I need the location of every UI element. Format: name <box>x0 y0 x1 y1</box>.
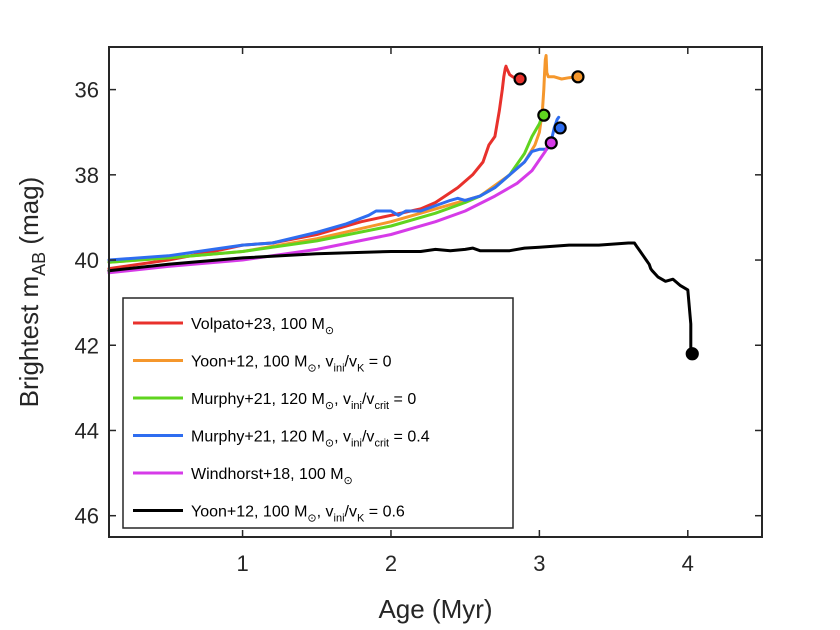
legend-label-sub: K <box>357 513 365 525</box>
series-layer <box>107 54 693 356</box>
y-axis-label-suffix: (mag) <box>14 177 44 252</box>
legend-label-part: Murphy+21, 120 M <box>191 391 325 408</box>
legend-label-sub: ⊙ <box>325 400 334 412</box>
legend-entry: Murphy+21, 120 M⊙, vini/vcrit = 0 <box>133 391 416 412</box>
legend-label-part: /v <box>362 391 374 408</box>
marker-layer <box>513 70 699 361</box>
y-tick-label: 46 <box>75 504 99 529</box>
legend-label-part: Yoon+12, 100 M <box>191 354 307 371</box>
legend-entry: Murphy+21, 120 M⊙, vini/vcrit = 0.4 <box>133 429 430 450</box>
series-line-6 <box>107 241 693 356</box>
legend-label-sub: crit <box>374 438 389 450</box>
legend-entry: Yoon+12, 100 M⊙, vini/vK = 0.6 <box>133 504 405 525</box>
legend-label-sub: ⊙ <box>307 363 316 375</box>
y-tick-label: 36 <box>75 78 99 103</box>
y-axis-label-main: Brightest m <box>14 276 44 408</box>
y-tick-label: 44 <box>75 418 99 443</box>
legend-label-sub: ⊙ <box>325 325 334 337</box>
y-tick-label: 42 <box>75 333 99 358</box>
legend-label-part: = 0 <box>389 391 416 408</box>
series-end-marker-3 <box>537 108 551 122</box>
legend-label: Volpato+23, 100 M⊙ <box>191 316 334 337</box>
legend-label-part: Windhorst+18, 100 M <box>191 466 344 483</box>
series-end-marker-6 <box>685 347 699 361</box>
legend-label-sub: ⊙ <box>325 438 334 450</box>
legend-label-sub: K <box>357 363 365 375</box>
legend-label-part: , v <box>334 391 351 408</box>
legend: Volpato+23, 100 M⊙Yoon+12, 100 M⊙, vini/… <box>122 297 514 529</box>
legend-label-part: Murphy+21, 120 M <box>191 429 325 446</box>
legend-label-part: , v <box>334 429 351 446</box>
legend-label-sub: ⊙ <box>307 513 316 525</box>
y-tick-label: 40 <box>75 248 99 273</box>
legend-label-sub: ini <box>351 438 362 450</box>
legend-label: Murphy+21, 120 M⊙, vini/vcrit = 0.4 <box>191 429 430 450</box>
x-tick-label: 2 <box>385 551 397 576</box>
series-end-marker-4 <box>553 121 567 135</box>
legend-entry: Yoon+12, 100 M⊙, vini/vK = 0 <box>133 354 392 375</box>
legend-label-sub: ini <box>351 400 362 412</box>
legend-label: Windhorst+18, 100 M⊙ <box>191 466 353 487</box>
plot-frame <box>108 46 763 538</box>
legend-label-part: = 0.4 <box>389 429 430 446</box>
x-tick-label: 1 <box>236 551 248 576</box>
x-tick-label: 3 <box>533 551 545 576</box>
legend-label: Murphy+21, 120 M⊙, vini/vcrit = 0 <box>191 391 416 412</box>
legend-label-part: , v <box>317 504 334 521</box>
legend-label-part: = 0 <box>364 354 391 371</box>
legend-label-sub: ⊙ <box>344 475 353 487</box>
series-end-marker-1 <box>513 72 527 86</box>
legend-label: Yoon+12, 100 M⊙, vini/vK = 0.6 <box>191 504 405 525</box>
series-line-4 <box>107 115 561 262</box>
legend-box <box>122 297 514 529</box>
legend-entry: Volpato+23, 100 M⊙ <box>133 316 334 337</box>
legend-label-sub: crit <box>374 400 389 412</box>
x-axis-label: Age (Myr) <box>378 594 492 624</box>
legend-label-sub: ini <box>334 363 345 375</box>
y-axis-label-sub: AB <box>29 252 49 276</box>
legend-label-part: = 0.6 <box>364 504 405 521</box>
legend-label: Yoon+12, 100 M⊙, vini/vK = 0 <box>191 354 392 375</box>
x-tick-label: 4 <box>682 551 694 576</box>
legend-label-part: /v <box>362 429 374 446</box>
y-axis-label: Brightest mAB (mag) <box>14 177 49 408</box>
y-tick-label: 38 <box>75 163 99 188</box>
legend-label-part: /v <box>345 504 357 521</box>
legend-label-part: /v <box>345 354 357 371</box>
legend-label-part: Yoon+12, 100 M <box>191 504 307 521</box>
legend-label-sub: ini <box>334 513 345 525</box>
legend-label-part: , v <box>317 354 334 371</box>
series-end-marker-2 <box>571 70 585 84</box>
series-end-marker-5 <box>544 136 558 150</box>
legend-label-part: Volpato+23, 100 M <box>191 316 325 333</box>
legend-entry: Windhorst+18, 100 M⊙ <box>133 466 353 487</box>
